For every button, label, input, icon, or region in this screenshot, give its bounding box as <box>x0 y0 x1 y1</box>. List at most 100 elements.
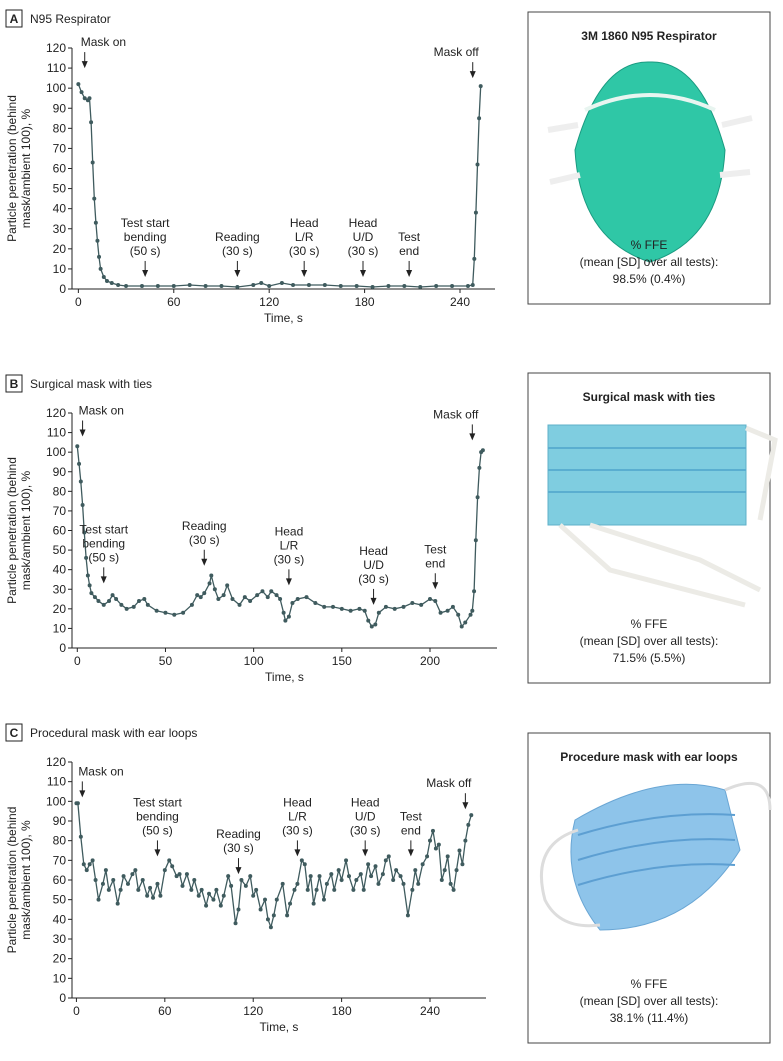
annotation-text: Test <box>400 809 423 823</box>
annotation-text: Head <box>275 524 304 538</box>
data-point <box>211 897 216 902</box>
data-point <box>125 881 130 886</box>
data-point <box>118 887 123 892</box>
data-point <box>338 283 343 288</box>
annotation-arrowhead <box>301 269 308 277</box>
product-title: 3M 1860 N95 Respirator <box>581 29 717 43</box>
data-point <box>93 878 98 882</box>
data-point <box>466 822 471 827</box>
data-point <box>130 872 135 877</box>
y-tick-label: 0 <box>59 282 66 296</box>
data-point <box>214 887 219 892</box>
data-point <box>84 555 89 560</box>
data-point <box>428 838 433 843</box>
x-tick-label: 120 <box>259 295 279 309</box>
data-point <box>267 283 272 288</box>
data-point <box>75 801 80 806</box>
mask-image <box>547 115 753 185</box>
data-point <box>142 597 147 602</box>
data-point <box>167 858 172 863</box>
data-point <box>101 602 106 607</box>
product-title: Surgical mask with ties <box>583 390 716 404</box>
data-point <box>470 282 475 287</box>
data-point <box>90 160 95 165</box>
data-point <box>383 604 388 609</box>
data-point <box>445 854 450 859</box>
data-point <box>98 266 103 271</box>
data-point <box>229 883 234 888</box>
data-point <box>288 901 293 906</box>
data-point <box>199 887 204 892</box>
data-point <box>124 606 129 611</box>
annotation-text: Mask off <box>434 45 480 59</box>
data-point <box>459 624 464 629</box>
y-tick-label: 110 <box>47 61 66 75</box>
y-axis-label: mask/ambient 100), % <box>19 820 33 940</box>
data-point <box>187 282 192 287</box>
annotation-text: Mask off <box>433 407 479 421</box>
panel: A N95 Respirator 0 10 20 30 40 50 60 70 80 90 100 110… <box>5 9 771 325</box>
data-point <box>89 591 94 596</box>
annotation-text: end <box>401 823 421 837</box>
y-tick-label: 90 <box>53 101 67 115</box>
data-point <box>171 283 176 288</box>
data-point <box>419 602 424 607</box>
ffe-label: % FFE <box>631 977 668 991</box>
data-point <box>469 813 474 818</box>
data-point <box>418 284 423 289</box>
data-point <box>116 282 121 287</box>
data-point <box>425 854 430 859</box>
x-tick-label: 120 <box>243 1004 263 1018</box>
y-tick-label: 110 <box>47 775 66 789</box>
annotation-text: (30 s) <box>222 244 253 258</box>
annotation-text: bending <box>136 809 179 823</box>
y-tick-label: 30 <box>53 932 67 946</box>
data-point <box>366 862 371 867</box>
annotation-text: Reading <box>216 827 261 841</box>
mask-image <box>570 783 741 931</box>
data-point <box>346 874 351 879</box>
data-point <box>354 878 359 882</box>
annotation-arrowhead <box>406 269 413 277</box>
annotation-text: L/R <box>280 538 299 552</box>
data-point <box>131 604 136 609</box>
data-point <box>230 597 235 602</box>
x-axis-label: Time, s <box>264 311 303 325</box>
annotation-arrowhead <box>432 582 439 590</box>
data-point <box>87 583 92 588</box>
data-point <box>369 874 374 879</box>
annotation-arrowhead <box>142 269 149 277</box>
data-point <box>196 893 201 898</box>
data-point <box>212 587 217 592</box>
data-point <box>401 604 406 609</box>
data-point <box>92 196 97 201</box>
y-tick-label: 0 <box>59 641 66 655</box>
annotation-arrowhead <box>294 849 301 857</box>
panel-label-box <box>5 723 23 742</box>
data-point <box>463 838 468 843</box>
y-tick-label: 40 <box>53 563 67 577</box>
data-point <box>339 606 344 611</box>
y-tick-label: 20 <box>53 242 67 256</box>
data-point <box>473 538 478 543</box>
x-axis-label: Time, s <box>260 1020 299 1034</box>
data-point <box>311 901 316 906</box>
data-line <box>76 802 472 930</box>
data-point <box>321 897 326 902</box>
mask-image <box>574 61 726 263</box>
panel-title: Surgical mask with ties <box>30 377 152 391</box>
annotation-text: U/D <box>353 230 374 244</box>
data-point <box>433 599 438 603</box>
data-point <box>255 593 260 598</box>
y-axis-label: mask/ambient 100), % <box>19 470 33 590</box>
data-point <box>184 872 189 877</box>
annotation-text: Mask on <box>79 404 124 418</box>
x-tick-label: 50 <box>159 654 173 668</box>
annotation-text: U/D <box>363 558 384 572</box>
data-point <box>242 595 247 600</box>
annotation-arrowhead <box>79 790 86 798</box>
x-axis-label: Time, s <box>265 670 304 684</box>
data-point <box>137 599 142 603</box>
data-point <box>259 280 264 285</box>
data-point <box>410 887 415 892</box>
